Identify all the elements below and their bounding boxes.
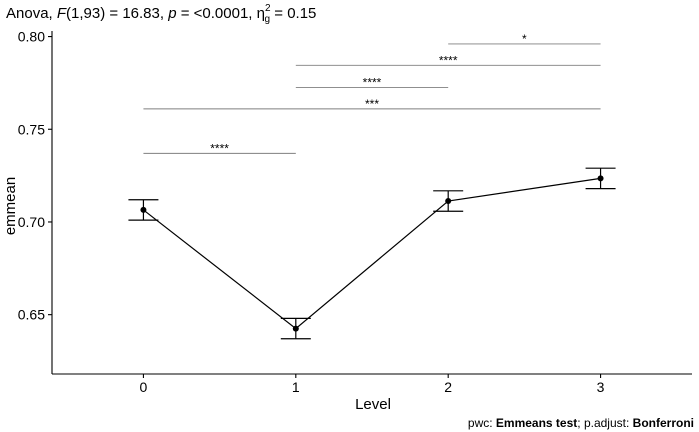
title-eta-symbol: η (257, 5, 265, 22)
x-tick-label: 3 (597, 379, 605, 395)
y-axis-title: emmean (2, 177, 19, 235)
caption-pwc-prefix: pwc: (468, 416, 496, 430)
series-line (143, 177, 601, 330)
x-tick-label: 2 (444, 379, 452, 395)
y-axis: 0.65 0.70 0.75 0.80 (18, 29, 53, 374)
caption: pwc: Emmeans test; p.adjust: Bonferroni (468, 416, 694, 430)
y-tick-label: 0.80 (18, 29, 45, 45)
y-tick-label: 0.65 (18, 307, 45, 323)
caption-adjust-prefix: ; p.adjust: (577, 416, 632, 430)
title-eta-value: = 0.15 (270, 5, 316, 22)
title-f-args: (1,93) = 16.83, (66, 5, 168, 22)
significance-label: **** (363, 76, 382, 90)
x-tick-label: 0 (140, 379, 148, 395)
caption-adjust-method: Bonferroni (633, 416, 694, 430)
title-prefix: Anova, (6, 5, 57, 22)
caption-pwc-method: Emmeans test (496, 416, 577, 430)
x-tick-label: 1 (292, 379, 300, 395)
y-tick-label: 0.70 (18, 214, 45, 230)
significance-label: *** (365, 97, 379, 111)
data-point (597, 175, 604, 182)
significance-label: **** (210, 141, 229, 155)
title-p-value: = <0.0001, (177, 5, 257, 22)
data-point (292, 325, 299, 332)
significance-label: * (522, 32, 527, 46)
significance-label: **** (439, 53, 458, 67)
y-tick-label: 0.75 (18, 121, 45, 137)
chart-title: Anova, F(1,93) = 16.83, p = <0.0001, η2 g… (6, 3, 316, 25)
series-layer (128, 167, 616, 340)
title-eta-sub: g (265, 14, 271, 25)
x-axis-title: Level (355, 396, 391, 413)
title-f-symbol: F (57, 5, 67, 22)
comparison-brackets: **************** (143, 32, 601, 155)
title-eta-sup: 2 (265, 3, 271, 14)
data-point (445, 198, 452, 205)
data-point (140, 206, 147, 213)
x-axis: 0 1 2 3 (52, 373, 692, 395)
title-p-symbol: p (167, 5, 176, 22)
